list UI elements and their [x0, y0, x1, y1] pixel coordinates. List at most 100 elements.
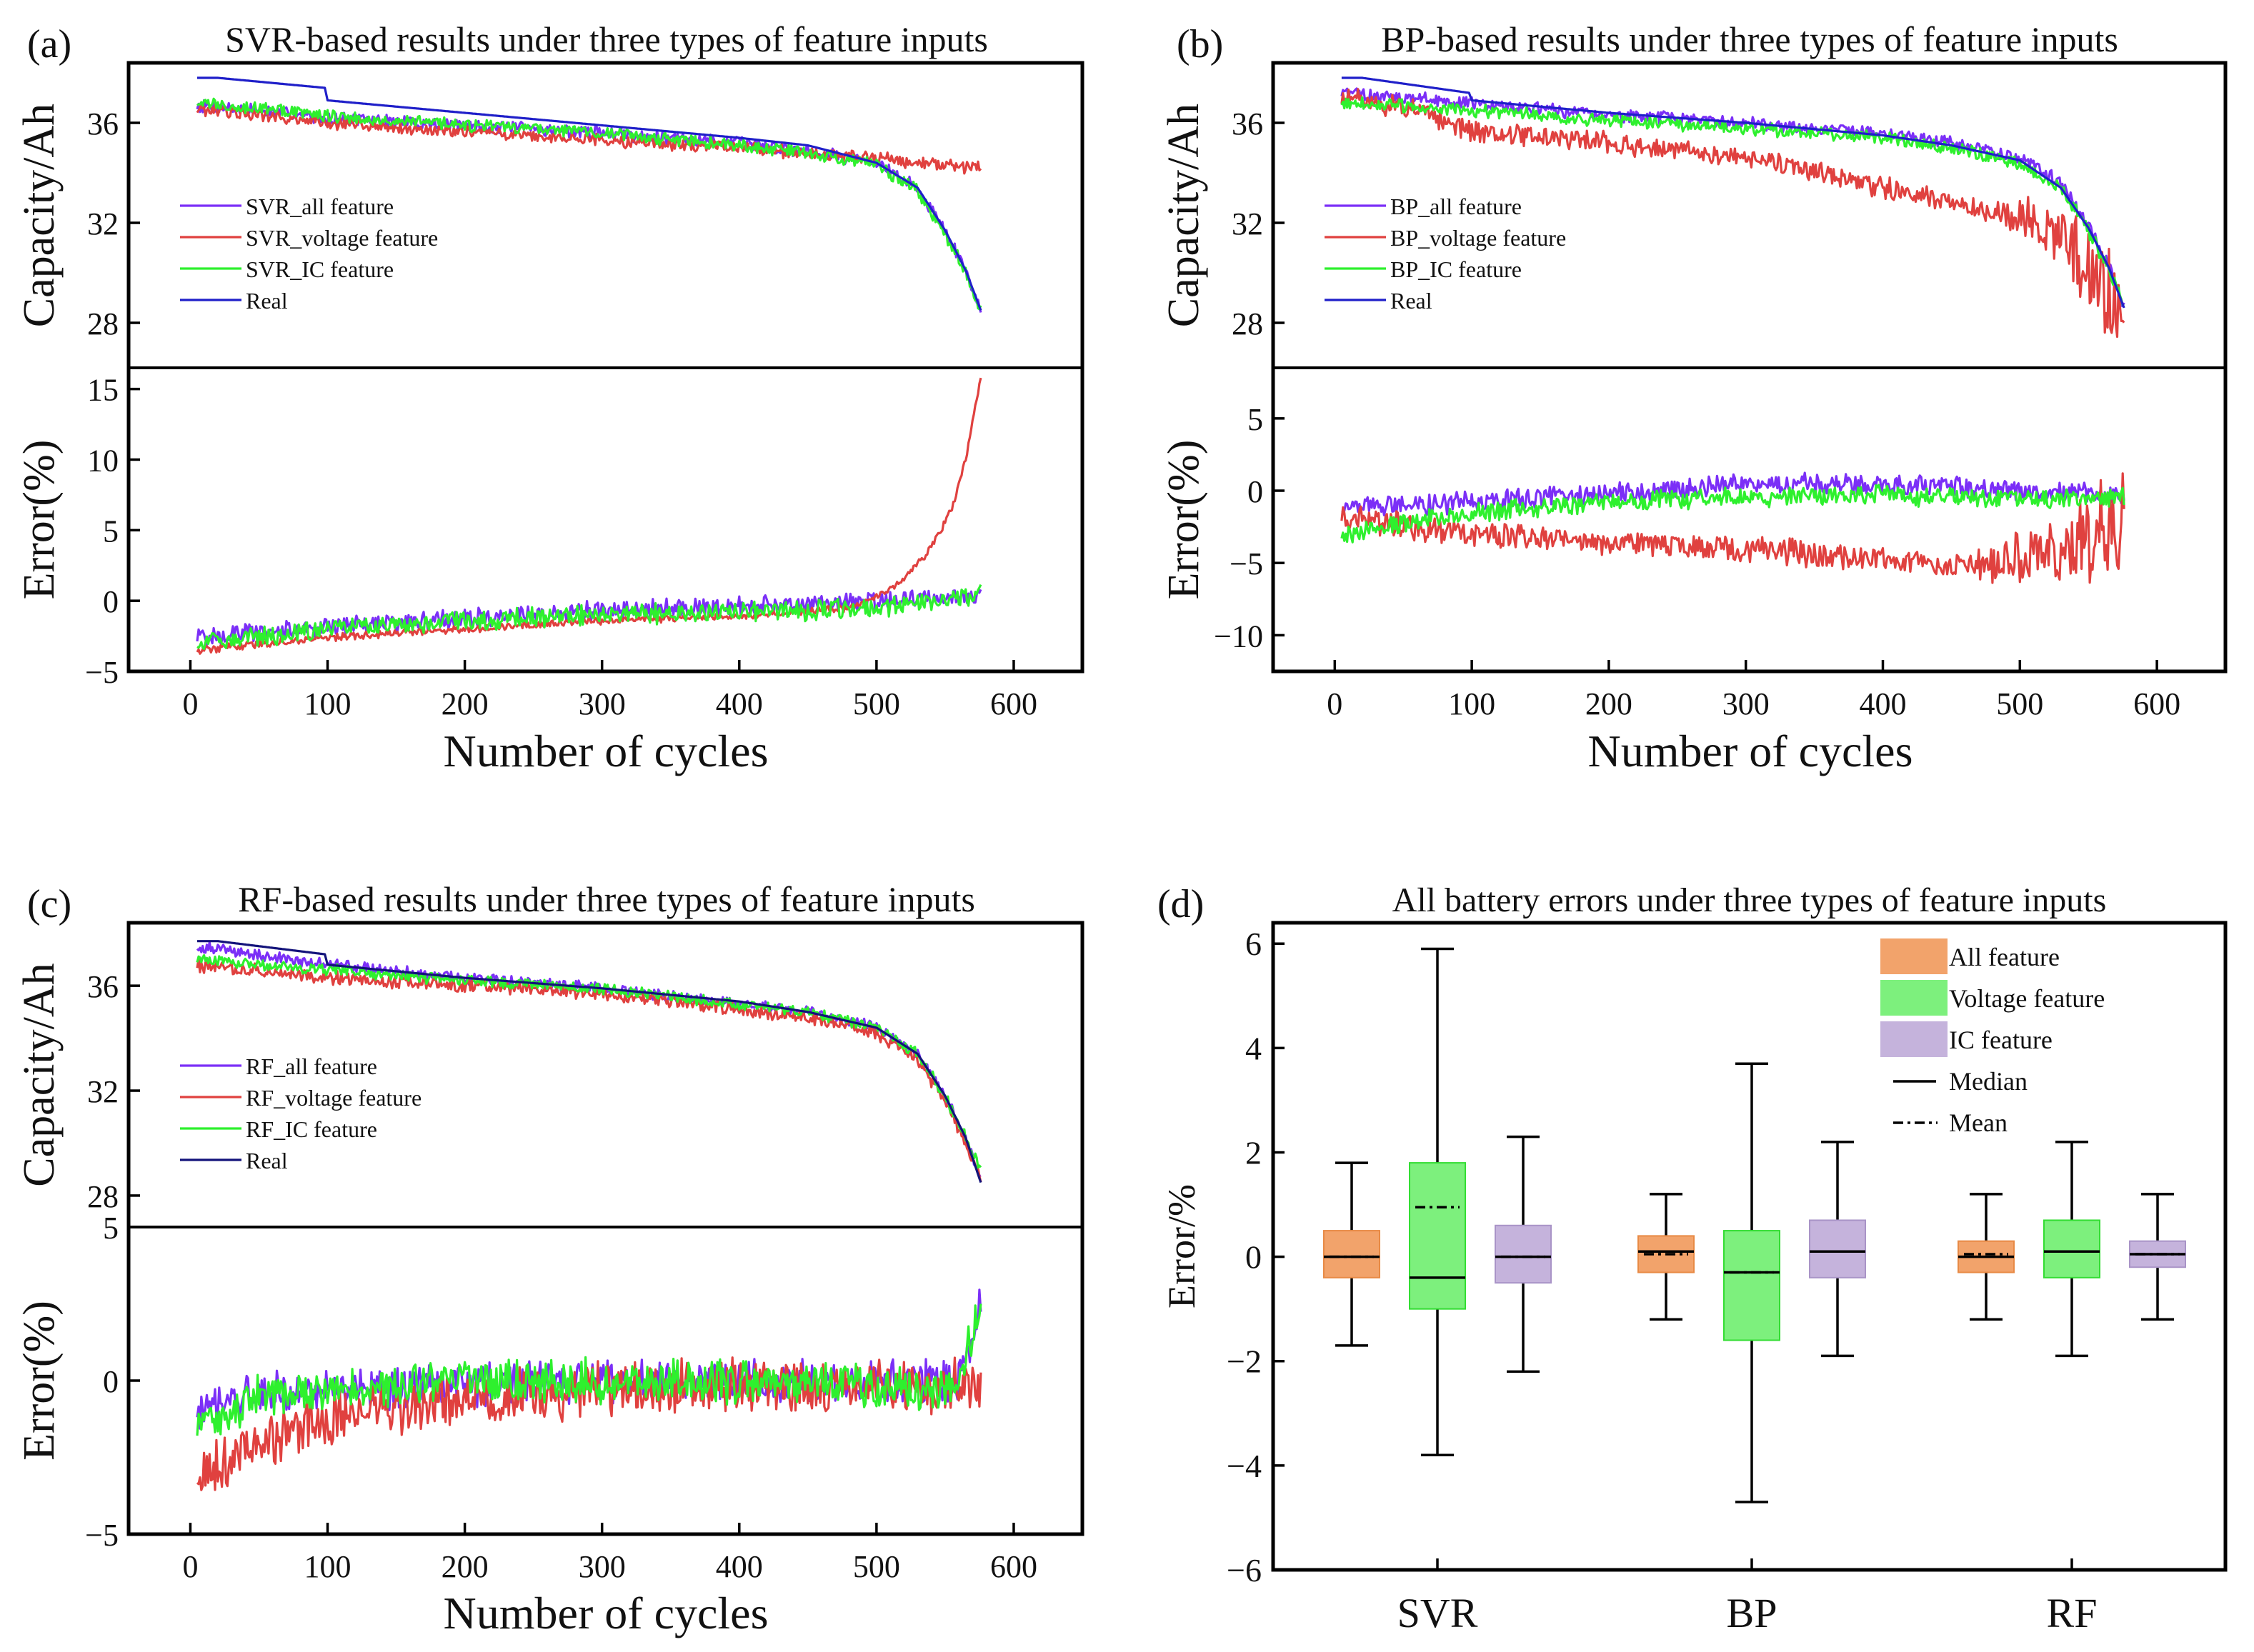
panel-d-legend-label: Voltage feature: [1949, 984, 2105, 1013]
panel-c-bottom-series-rf-ic-feature: [196, 1303, 982, 1436]
panel-a-legend-label: SVR_voltage feature: [246, 225, 438, 251]
panel-b-legend-label: Real: [1390, 288, 1432, 314]
panel-a-bottom-ytick-label: 0: [103, 584, 119, 619]
panel-b-bottom-ytick-label: −10: [1214, 619, 1263, 654]
panel-d-rf-voltage-feature-box: [2043, 1219, 2100, 1278]
panel-a-xtick-label: 300: [579, 686, 626, 721]
panel-a-bottom-series-svr-ic-feature: [196, 584, 982, 651]
panel-a-top-plot: [196, 76, 982, 313]
panel-a-bottom-ytick-label: 10: [87, 443, 119, 478]
panel-d-ytick-label: 4: [1245, 1030, 1262, 1066]
panel-c-bottom-ytick-label: 5: [103, 1211, 119, 1246]
panel-d-legend-swatch: [1880, 938, 1948, 974]
panel-a-xtick-label: 100: [304, 686, 351, 721]
panel-c-legend-label: RF_voltage feature: [246, 1085, 422, 1111]
panel-a-bottom-ytick-label: −5: [85, 655, 119, 690]
panel-d-legend-label: Median: [1949, 1067, 2028, 1096]
panel-b-bottom-ytick-label: 5: [1247, 402, 1263, 437]
panel-c-xtick-label: 600: [990, 1549, 1037, 1584]
panel-c-xtick-label: 100: [304, 1549, 351, 1584]
panel-a-top-ytick-label: 28: [87, 306, 119, 341]
panel-c-bottom-ylabel: Error(%): [15, 1301, 64, 1461]
panel-a-top-ytick-label: 36: [87, 106, 119, 141]
panel-b-bottom-ylabel: Error(%): [1160, 440, 1208, 600]
panel-d-frame: [1271, 921, 2228, 1572]
panel-d-label: (d): [1157, 882, 1204, 926]
panel-a: (a) SVR-based results under three types o…: [15, 19, 1084, 776]
panel-c-top-plot: [196, 940, 982, 1183]
panel-b-legend-label: BP_voltage feature: [1390, 225, 1566, 251]
panel-a-legend-label: Real: [246, 288, 288, 314]
panel-d-xtick-label: SVR: [1397, 1590, 1478, 1636]
panel-d-svr-all-feature-box: [1323, 1230, 1380, 1278]
panel-b-legend-label: BP_all feature: [1390, 194, 1522, 219]
panel-a-bottom-plot: [196, 377, 982, 655]
panel-a-xtick-label: 600: [990, 686, 1037, 721]
panel-d-ytick-label: −6: [1227, 1552, 1262, 1588]
panel-c-bottom-plot: [196, 1288, 982, 1491]
panel-b-label: (b): [1177, 22, 1223, 66]
panel-d-xtick-label: BP: [1727, 1590, 1777, 1636]
panel-b-xtick-label: 400: [1860, 686, 1907, 721]
panel-c-xtick-label: 300: [579, 1549, 626, 1584]
panel-b-bottom-plot: [1340, 471, 2125, 584]
panel-d-legend-label: IC feature: [1949, 1026, 2053, 1054]
panel-c-top-ytick-label: 36: [87, 969, 119, 1004]
panel-d-legend-label: All feature: [1949, 943, 2060, 971]
panel-d-title: All battery errors under three types of …: [1392, 881, 2107, 919]
panel-d-ylabel: Error/%: [1160, 1184, 1203, 1308]
panel-b-bottom-ytick-label: 0: [1247, 474, 1263, 509]
panel-b-top-plot: [1340, 76, 2125, 338]
panel-a-xtick-label: 0: [182, 686, 198, 721]
panel-c-bottom-ytick-label: 0: [103, 1364, 119, 1399]
panel-b-xtick-label: 0: [1327, 686, 1342, 721]
panel-a-xtick-label: 500: [853, 686, 900, 721]
panel-b-bottom-series-bp-voltage-feature: [1340, 472, 2125, 584]
panel-d-ytick-label: 6: [1245, 926, 1262, 962]
panel-a-bottom-series-svr-voltage-feature: [196, 377, 982, 655]
panel-c-legend-label: RF_IC feature: [246, 1116, 377, 1142]
panel-a-top-series-real: [197, 76, 982, 311]
panel-b-top-ytick-label: 36: [1232, 106, 1263, 141]
panel-c-xtick-label: 500: [853, 1549, 900, 1584]
panel-a-bottom-ytick-label: 5: [103, 514, 119, 549]
panel-b-xtick-label: 200: [1585, 686, 1632, 721]
panel-b-bottom-series-bp-all-feature: [1341, 471, 2125, 516]
panel-c-xtick-label: 400: [716, 1549, 763, 1584]
panel-b-xtick-label: 500: [1996, 686, 2043, 721]
panel-b-legend-label: BP_IC feature: [1390, 256, 1522, 282]
panel-d: (d) All battery errors under three types …: [1157, 881, 2228, 1636]
panel-b-bottom-ytick-label: −5: [1230, 546, 1263, 581]
panel-d-ytick-label: 0: [1245, 1239, 1262, 1276]
panel-c-legend-label: RF_all feature: [246, 1053, 377, 1079]
panel-a-label: (a): [27, 22, 71, 66]
panel-b-top-ytick-label: 28: [1232, 306, 1263, 341]
panel-d-xtick-label: RF: [2047, 1590, 2098, 1636]
panel-b-top-series-bp-voltage-feature: [1340, 88, 2125, 338]
panel-a-bottom-ytick-label: 15: [87, 373, 119, 408]
panel-c-xlabel: Number of cycles: [444, 1588, 769, 1638]
panel-b-xtick-label: 300: [1722, 686, 1770, 721]
panel-b-top-series-real: [1341, 76, 2125, 309]
panel-b: (b) BP-based results under three types of…: [1160, 19, 2228, 776]
panel-c-bottom-ytick-label: −5: [85, 1518, 119, 1553]
panel-a-bottom-ylabel: Error(%): [15, 440, 64, 600]
panel-b-top-ylabel: Capacity/Ah: [1160, 104, 1208, 327]
panel-d-bp-ic-feature-box: [1809, 1219, 1866, 1278]
panel-b-title: BP-based results under three types of fe…: [1381, 19, 2118, 59]
panel-a-top-ylabel: Capacity/Ah: [15, 104, 64, 327]
panel-b-bottom-series-bp-ic-feature: [1340, 484, 2125, 544]
panel-c-xtick-label: 0: [182, 1549, 198, 1584]
panel-d-bp-voltage-feature-box: [1723, 1230, 1780, 1341]
panel-c-title: RF-based results under three types of fe…: [238, 879, 975, 919]
panel-b-xtick-label: 600: [2133, 686, 2180, 721]
panel-b-xlabel: Number of cycles: [1588, 726, 1913, 776]
panel-a-legend-label: SVR_IC feature: [246, 256, 394, 282]
panel-b-top-ytick-label: 32: [1232, 206, 1263, 241]
panel-c-top-ylabel: Capacity/Ah: [15, 963, 64, 1186]
panel-d-ytick-label: −2: [1227, 1343, 1262, 1380]
panel-a-top-ytick-label: 32: [87, 206, 119, 241]
panel-c-legend-label: Real: [246, 1148, 288, 1173]
panel-d-legend-swatch: [1880, 980, 1948, 1016]
